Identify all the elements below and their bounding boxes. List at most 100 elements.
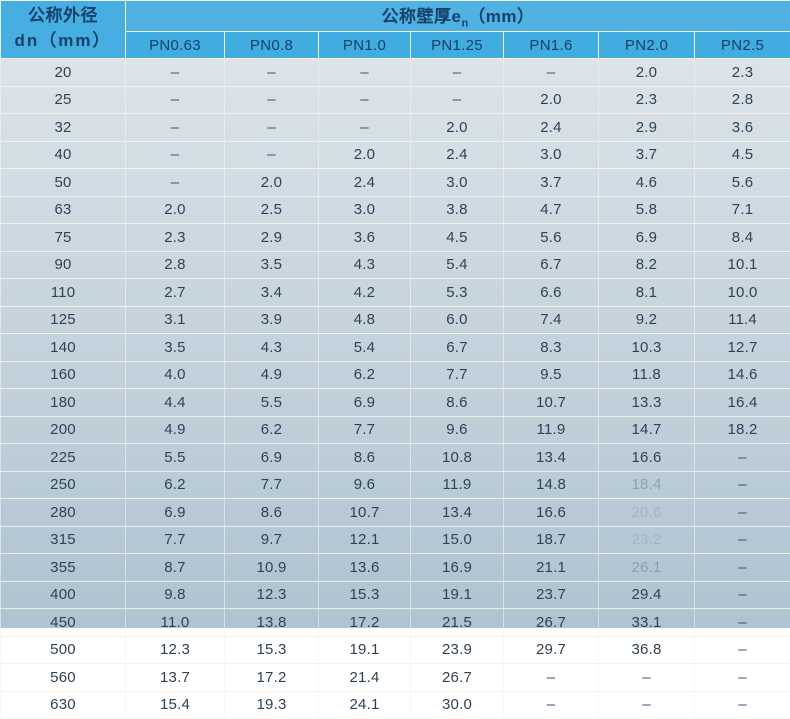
column-header-pn125: PN1.25 [411, 32, 504, 59]
cell-wall-thickness: 4.6 [599, 169, 695, 197]
cell-wall-thickness: 4.3 [319, 251, 411, 279]
cell-wall-thickness: – [695, 444, 790, 472]
cell-nominal-diameter: 315 [1, 526, 126, 554]
cell-wall-thickness: 10.1 [695, 251, 790, 279]
cell-wall-thickness: 2.0 [599, 59, 695, 87]
cell-wall-thickness: 2.4 [319, 169, 411, 197]
cell-wall-thickness: 3.7 [599, 141, 695, 169]
cell-nominal-diameter: 630 [1, 691, 126, 719]
cell-wall-thickness: 9.8 [126, 581, 225, 609]
cell-nominal-diameter: 500 [1, 636, 126, 664]
cell-nominal-diameter: 250 [1, 471, 126, 499]
cell-wall-thickness: – [695, 526, 790, 554]
cell-wall-thickness: 7.7 [126, 526, 225, 554]
cell-wall-thickness: 4.8 [319, 306, 411, 334]
cell-wall-thickness: 2.0 [319, 141, 411, 169]
cell-wall-thickness: 13.7 [126, 664, 225, 692]
cell-wall-thickness: 10.7 [319, 499, 411, 527]
cell-wall-thickness: 6.9 [225, 444, 319, 472]
cell-wall-thickness: 36.8 [599, 636, 695, 664]
cell-wall-thickness: 13.3 [599, 389, 695, 417]
cell-wall-thickness: 6.2 [126, 471, 225, 499]
cell-wall-thickness: 6.0 [411, 306, 504, 334]
cell-wall-thickness: – [695, 581, 790, 609]
column-header-pn10: PN1.0 [319, 32, 411, 59]
cell-wall-thickness: 18.7 [504, 526, 599, 554]
cell-wall-thickness: 4.9 [225, 361, 319, 389]
cell-wall-thickness: 9.7 [225, 526, 319, 554]
cell-wall-thickness: 29.7 [504, 636, 599, 664]
cell-nominal-diameter: 50 [1, 169, 126, 197]
cell-wall-thickness: – [695, 636, 790, 664]
cell-wall-thickness: 6.6 [504, 279, 599, 307]
cell-wall-thickness: 7.1 [695, 196, 790, 224]
cell-wall-thickness: 2.8 [695, 86, 790, 114]
cell-nominal-diameter: 180 [1, 389, 126, 417]
cell-wall-thickness: 6.2 [319, 361, 411, 389]
cell-wall-thickness: 23.2 [599, 526, 695, 554]
cell-wall-thickness: 9.6 [319, 471, 411, 499]
cell-wall-thickness: 6.9 [126, 499, 225, 527]
column-header-pn063: PN0.63 [126, 32, 225, 59]
cell-nominal-diameter: 75 [1, 224, 126, 252]
cell-nominal-diameter: 125 [1, 306, 126, 334]
cell-wall-thickness: 5.4 [411, 251, 504, 279]
cell-nominal-diameter: 90 [1, 251, 126, 279]
cell-wall-thickness: – [504, 59, 599, 87]
cell-wall-thickness: 16.6 [504, 499, 599, 527]
cell-wall-thickness: 11.4 [695, 306, 790, 334]
cell-wall-thickness: 4.7 [504, 196, 599, 224]
cell-wall-thickness: 3.5 [225, 251, 319, 279]
cell-wall-thickness: 4.9 [126, 416, 225, 444]
cell-wall-thickness: 2.0 [504, 86, 599, 114]
cell-wall-thickness: 10.9 [225, 554, 319, 582]
cell-wall-thickness: – [319, 59, 411, 87]
cell-wall-thickness: 23.7 [504, 581, 599, 609]
cell-wall-thickness: – [695, 609, 790, 637]
column-header-pn20: PN2.0 [599, 32, 695, 59]
cell-wall-thickness: 5.5 [225, 389, 319, 417]
cell-wall-thickness: 8.6 [319, 444, 411, 472]
cell-wall-thickness: 8.3 [504, 334, 599, 362]
cell-wall-thickness: 26.7 [504, 609, 599, 637]
cell-wall-thickness: 11.9 [411, 471, 504, 499]
cell-wall-thickness: 13.6 [319, 554, 411, 582]
cell-wall-thickness: – [695, 471, 790, 499]
cell-wall-thickness: 3.6 [695, 114, 790, 142]
cell-wall-thickness: 12.3 [126, 636, 225, 664]
cell-nominal-diameter: 20 [1, 59, 126, 87]
cell-wall-thickness: 5.3 [411, 279, 504, 307]
header-wall-thickness-suffix: （mm） [468, 7, 534, 26]
cell-wall-thickness: 14.8 [504, 471, 599, 499]
cell-wall-thickness: 4.0 [126, 361, 225, 389]
table-header: 公称外径 dn（mm） 公称壁厚en（mm） PN0.63 PN0.8 PN1.… [1, 1, 790, 59]
header-nominal-wall-thickness: 公称壁厚en（mm） [126, 1, 790, 32]
cell-wall-thickness: 10.3 [599, 334, 695, 362]
cell-wall-thickness: 2.3 [599, 86, 695, 114]
cell-wall-thickness: 3.0 [319, 196, 411, 224]
cell-wall-thickness: – [504, 664, 599, 692]
header-nominal-diameter: 公称外径 dn（mm） [1, 1, 126, 59]
cell-wall-thickness: 17.2 [319, 609, 411, 637]
column-header-pn16: PN1.6 [504, 32, 599, 59]
cell-wall-thickness: 15.0 [411, 526, 504, 554]
cell-wall-thickness: 2.8 [126, 251, 225, 279]
cell-nominal-diameter: 355 [1, 554, 126, 582]
cell-wall-thickness: 2.0 [126, 196, 225, 224]
cell-wall-thickness: 5.5 [126, 444, 225, 472]
header-row-group: 公称外径 dn（mm） 公称壁厚en（mm） [1, 1, 790, 32]
cell-wall-thickness: 12.7 [695, 334, 790, 362]
cell-wall-thickness: 17.2 [225, 664, 319, 692]
